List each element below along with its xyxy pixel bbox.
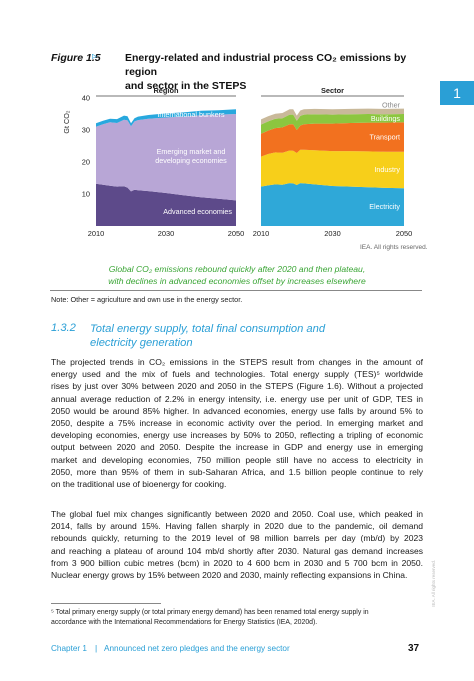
figure-arrow-icon: ▹ <box>92 51 98 62</box>
watermark: IEA. All rights reserved. <box>431 560 436 607</box>
paragraph-line: Nuclear energy grows by 15% between 2020… <box>51 570 408 581</box>
series-label: International bunkers <box>157 110 225 119</box>
section-title-line: Total energy supply, total final consump… <box>90 323 326 335</box>
figure-caption: Global CO₂ emissions rebound quickly aft… <box>52 263 422 287</box>
panel-title-region: Region <box>153 86 179 95</box>
y-tick-label: 40 <box>82 94 90 103</box>
paragraph-line: 2050 would be around 85% higher. In adva… <box>51 405 423 416</box>
area-electricity <box>261 183 404 226</box>
x-tick-label: 2030 <box>324 229 340 238</box>
area-advanced-economies <box>96 183 236 226</box>
caption-line: with declines in advanced economies offs… <box>108 276 366 286</box>
divider <box>50 290 422 291</box>
area-international-bunkers <box>96 109 236 127</box>
figure-title: Energy-related and industrial process CO… <box>125 51 425 93</box>
figure-credit: IEA. All rights reserved. <box>360 244 428 251</box>
emissions-chart: Region Advanced economies Emerging market … <box>62 86 412 238</box>
paragraph-line: and reaching a plateau of around 104 mb/… <box>51 545 423 556</box>
footnote-line: accordance with the International Recomm… <box>51 619 318 626</box>
paragraph-line: 2050, more than 95% of them in sub-Sahar… <box>51 466 423 477</box>
section-number: 1.3.2 <box>51 322 76 334</box>
footer-separator: | <box>95 643 98 653</box>
footnote: ⁵ Total primary energy supply (or total … <box>51 608 423 628</box>
page-number: 37 <box>408 643 420 654</box>
area-transport <box>261 122 404 157</box>
figure-title-line: Energy-related and industrial process CO… <box>125 52 407 78</box>
y-tick-label: 10 <box>82 190 90 199</box>
footer-chapter-title: Announced net zero pledges and the energ… <box>104 644 290 653</box>
y-tick-label: 30 <box>82 126 90 135</box>
x-tick-label: 2030 <box>158 229 174 238</box>
paragraph-line: on the traditional use of bioenergy for … <box>51 479 227 490</box>
footer-chapter-link[interactable]: Chapter 1 <box>51 644 87 653</box>
x-tick-label: 2050 <box>228 229 244 238</box>
footnote-line: ⁵ Total primary energy supply (or total … <box>51 609 369 616</box>
area-buildings <box>261 114 404 134</box>
chapter-tab[interactable]: 1 <box>440 81 474 105</box>
paragraph-line: output between 2020 and 2050. Despite th… <box>51 442 423 453</box>
paragraph-line: from 3 900 billion cubic metres (bcm) in… <box>51 557 423 568</box>
section-title-line: electricity generation <box>90 337 193 349</box>
paragraph-line: energy used and the mix of fuels and tec… <box>51 369 423 380</box>
series-label: Industry <box>374 165 400 174</box>
series-label: Other <box>382 101 401 110</box>
series-label: Electricity <box>369 202 400 211</box>
footnote-divider <box>51 603 161 604</box>
series-label: Buildings <box>371 114 401 123</box>
section-title: Total energy supply, total final consump… <box>90 322 420 350</box>
paragraph-line: rises by just over 30% between 2020 and … <box>51 381 423 392</box>
caption-line: Global CO₂ emissions rebound quickly aft… <box>108 264 366 274</box>
series-label: developing economies <box>155 156 227 165</box>
paragraph-line: developing economies, energy use increas… <box>51 430 423 441</box>
y-tick-label: 20 <box>82 158 90 167</box>
body-paragraph: The projected trends in CO₂ emissions in… <box>51 356 423 490</box>
area-emerging-market-and-developing-economies <box>96 114 236 201</box>
paragraph-line: The projected trends in CO₂ emissions in… <box>51 357 423 367</box>
figure-note: Note: Other = agriculture and own use in… <box>51 295 243 304</box>
area-other <box>261 108 404 125</box>
series-label: Emerging market and <box>157 147 226 156</box>
paragraph-line: 2014, falls by around 15%. Having fallen… <box>51 521 423 532</box>
x-tick-label: 2010 <box>88 229 104 238</box>
series-label: Advanced economies <box>163 207 232 216</box>
paragraph-line: The global fuel mix changes significantl… <box>51 509 423 519</box>
paragraph-line: rebounds quickly, returning to the 2019 … <box>51 533 423 544</box>
paragraph-line: market and developing economies, 750 mil… <box>51 454 423 465</box>
paragraph-line: 2050, despite a 75% increase in economic… <box>51 418 423 429</box>
panel-title-sector: Sector <box>321 86 344 95</box>
figure-title-line: and sector in the STEPS <box>125 80 247 92</box>
area-industry <box>261 149 404 189</box>
body-paragraph: The global fuel mix changes significantl… <box>51 508 423 581</box>
paragraph-line: annual average reduction of 2.2% in ener… <box>51 393 423 404</box>
series-label: Transport <box>370 133 401 142</box>
y-axis-label: Gt CO₂ <box>62 110 71 133</box>
figure-label: Figure 1.5 <box>51 52 101 64</box>
x-tick-label: 2050 <box>396 229 412 238</box>
x-tick-label: 2010 <box>253 229 269 238</box>
